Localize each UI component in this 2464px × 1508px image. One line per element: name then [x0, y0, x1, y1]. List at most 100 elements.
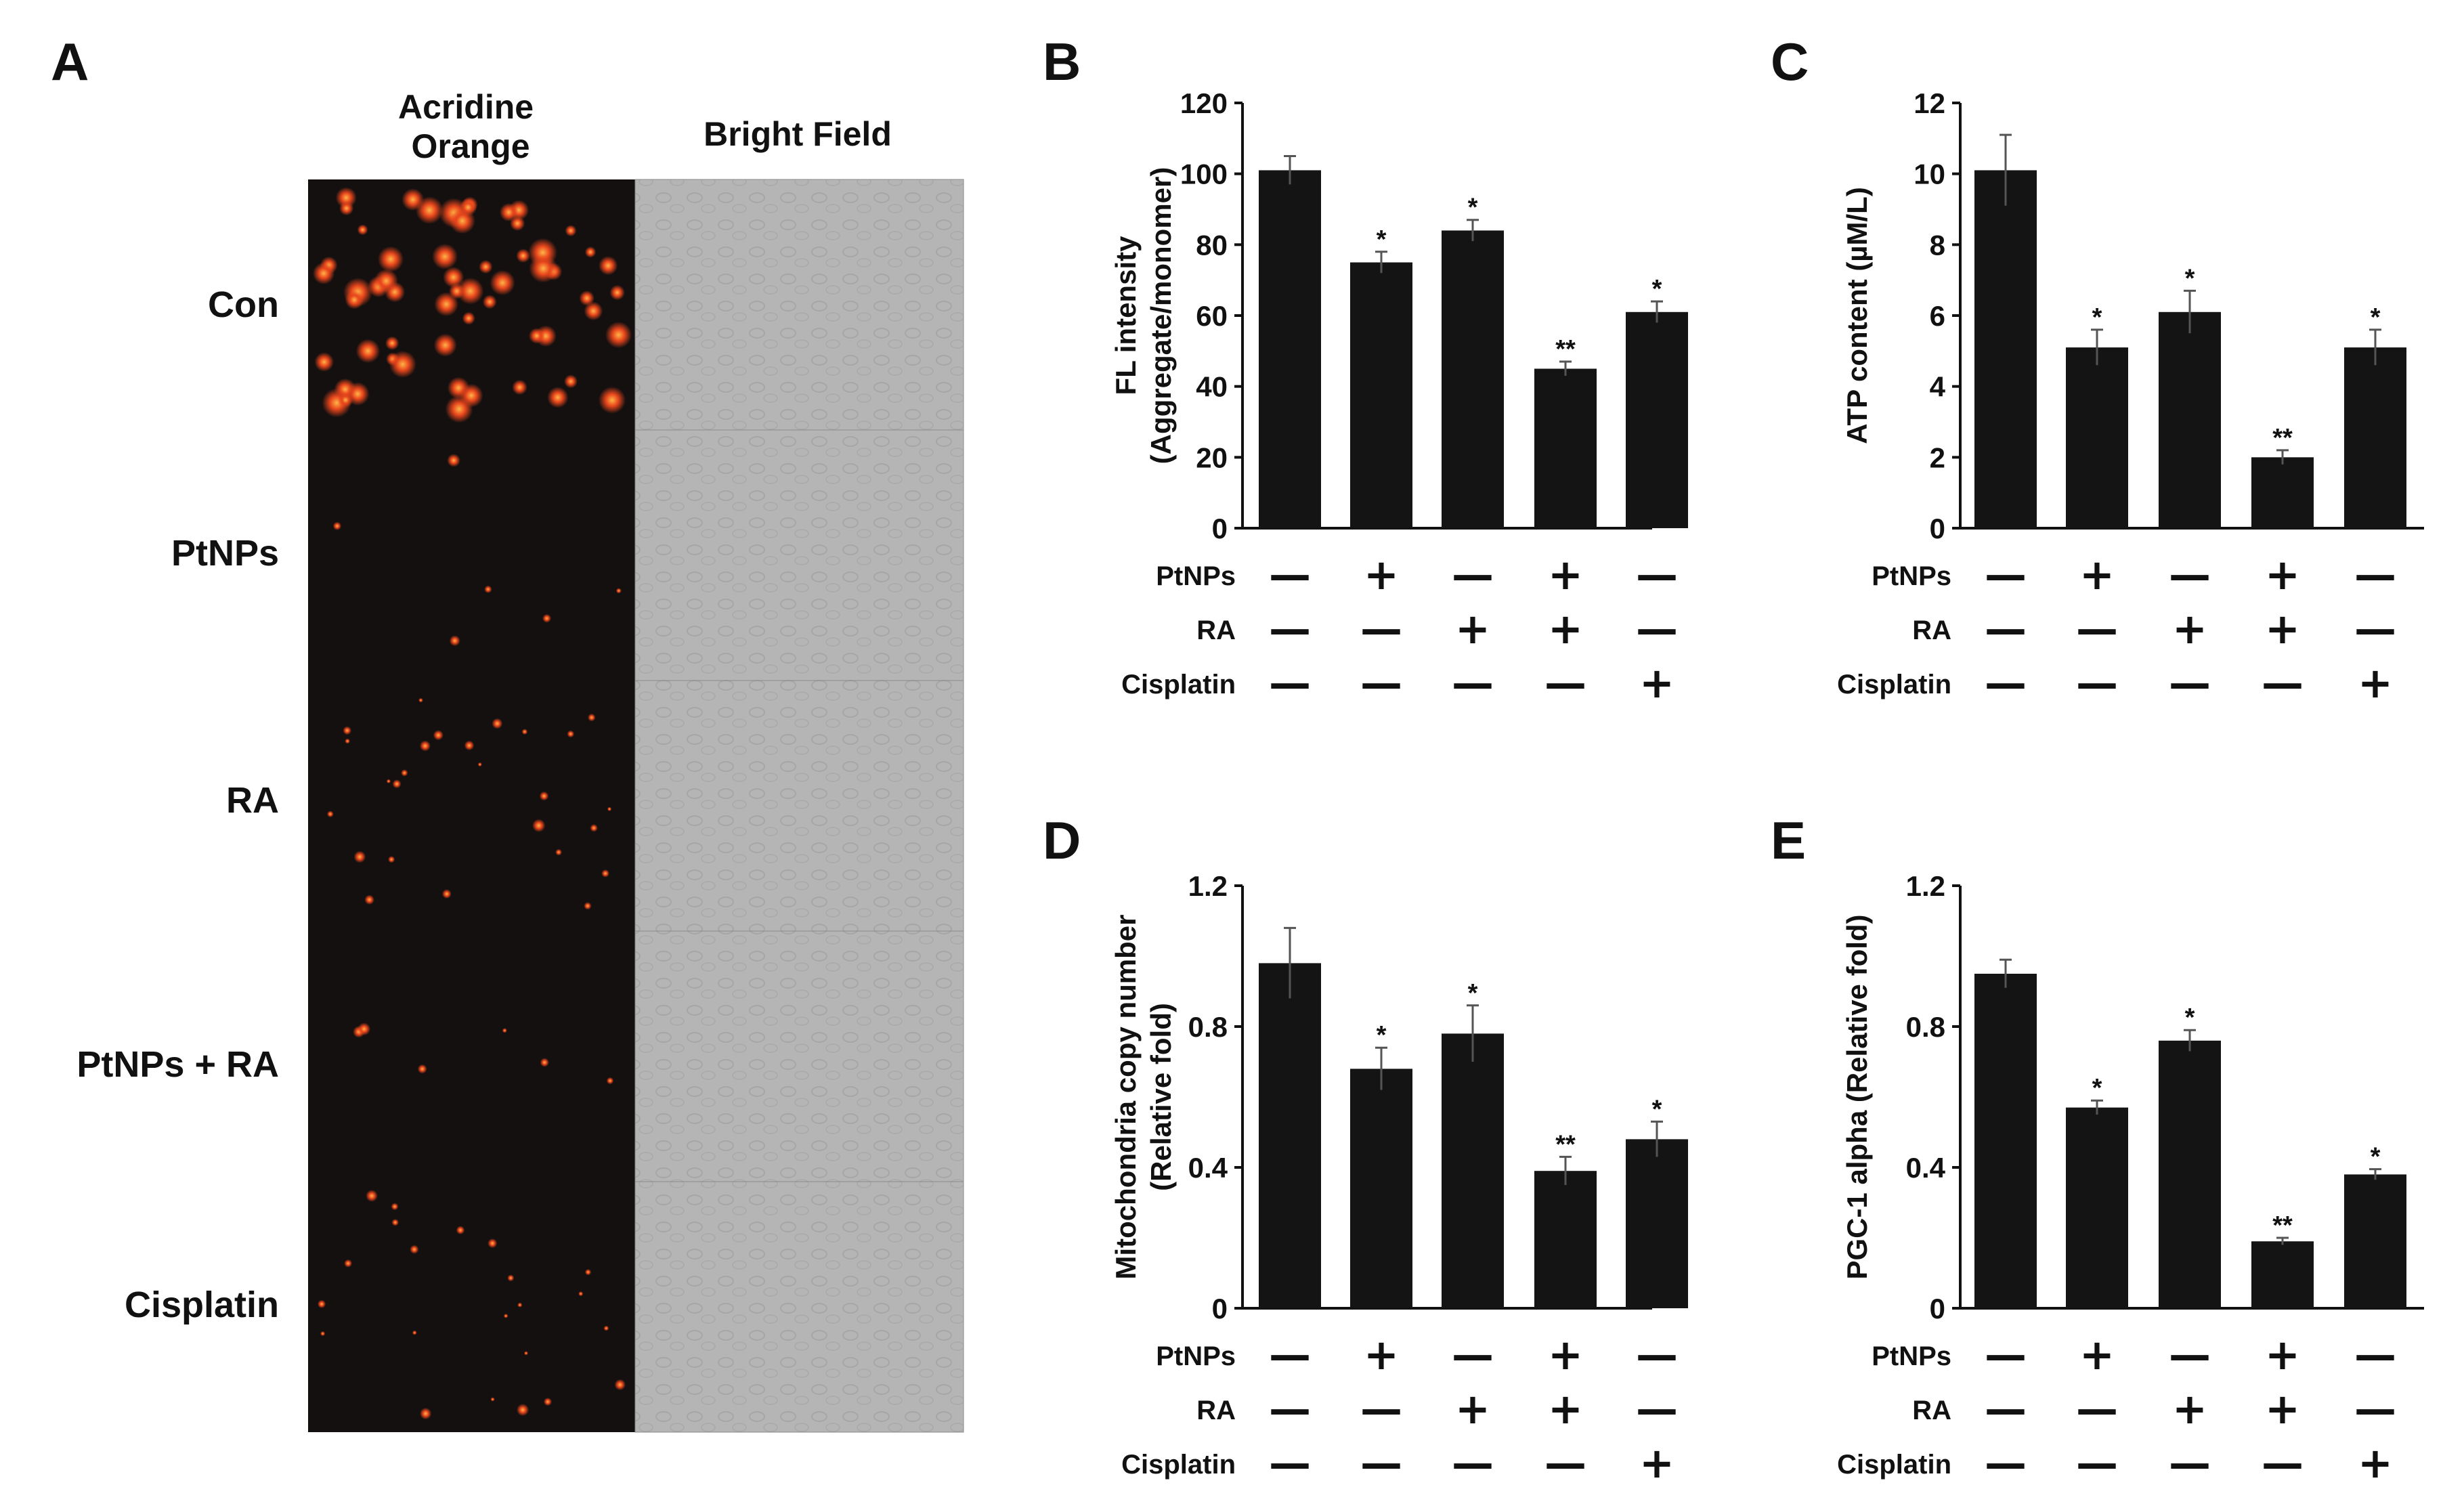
y-tick-label-e: 0.8 [1906, 1011, 1945, 1043]
y-tick-label-e: 1.2 [1906, 870, 1945, 902]
fluorescence-image-cisplatin [308, 1182, 635, 1432]
panel-label-c: C [1771, 32, 1809, 91]
treatment-label-b-cisplatin: Cisplatin [1121, 670, 1236, 699]
bar-e-5 [2344, 1174, 2406, 1308]
column-header-acridine-orange-line2: Orange [411, 127, 529, 165]
treatment-label-b-ra: RA [1196, 616, 1236, 645]
y-axis-label-line-b: (Aggregate/monomer) [1145, 167, 1177, 465]
treatment-symbol-d: — [1452, 1330, 1494, 1379]
treatment-symbol-d: — [1360, 1384, 1402, 1434]
bright-field-image-ptnps [634, 429, 964, 681]
treatment-label-c-cisplatin: Cisplatin [1837, 670, 1951, 699]
bar-b-1 [1259, 170, 1321, 528]
fluorescence-image-ptnps-ra [308, 931, 635, 1182]
significance-c-2: * [2092, 303, 2102, 332]
bar-c-2 [2066, 347, 2128, 528]
chart-b: B 0 20 40 60 80 100 120 FL intensity (Aggregate/m… [1043, 32, 1688, 708]
treatment-symbol-d: — [1544, 1438, 1586, 1488]
bright-field-image-ra [634, 680, 964, 932]
y-tick-label-c: 0 [1930, 513, 1945, 544]
treatment-label-c-ptnps: PtNPs [1872, 561, 1951, 591]
treatment-label-d-ra: RA [1196, 1396, 1236, 1425]
column-header-acridine-orange: Acridine Orange [398, 88, 543, 165]
micrograph-grid [308, 179, 964, 1433]
bar-e-1 [1974, 974, 2037, 1308]
y-tick-label-c: 6 [1930, 300, 1945, 332]
treatment-label-d-cisplatin: Cisplatin [1121, 1450, 1236, 1480]
treatment-symbol-c: — [2354, 604, 2396, 653]
column-header-acridine-orange: Acridine [398, 88, 534, 126]
treatment-symbol-e: — [2076, 1438, 2118, 1488]
significance-e-4: ** [2272, 1211, 2293, 1240]
treatment-symbol-e: — [2354, 1330, 2396, 1379]
treatment-symbol-c: — [2076, 658, 2118, 708]
chart-d: D 0 0.4 0.8 1.2 Mitochondria copy number (Rela… [1043, 811, 1688, 1488]
treatment-symbol-d: + [1639, 1438, 1674, 1488]
y-tick-label-c: 4 [1930, 371, 1946, 403]
y-axis-label-d: Mitochondria copy number (Relative fold) [1110, 914, 1177, 1279]
bar-b-3 [1442, 230, 1504, 528]
treatment-symbol-b: — [1360, 658, 1402, 708]
treatment-symbol-c: — [2169, 658, 2211, 708]
significance-b-5: * [1652, 275, 1662, 303]
treatment-symbol-b: — [1269, 550, 1311, 599]
treatment-symbol-e: + [2265, 1330, 2300, 1379]
significance-e-5: * [2371, 1143, 2381, 1171]
y-tick-label-d: 1.2 [1188, 870, 1228, 902]
y-axis-label-line-c: ATP content (µM/L) [1841, 187, 1873, 444]
y-axis-label-line-d: Mitochondria copy number [1110, 914, 1142, 1279]
treatment-label-e-ptnps: PtNPs [1872, 1341, 1951, 1371]
y-axis-label-b: FL intensity (Aggregate/monomer) [1110, 167, 1177, 465]
panel-label-d: D [1043, 811, 1081, 870]
panel-label-e: E [1771, 811, 1806, 870]
significance-b-4: ** [1555, 335, 1576, 364]
treatment-symbol-e: — [2076, 1384, 2118, 1434]
row-label-ra: RA [226, 780, 279, 821]
treatment-symbol-d: + [1455, 1384, 1490, 1434]
treatment-symbol-b: — [1452, 658, 1494, 708]
treatment-symbol-e: — [1985, 1384, 2027, 1434]
row-label-con: Con [208, 284, 279, 325]
treatment-symbol-c: + [2265, 550, 2300, 599]
significance-d-2: * [1377, 1021, 1387, 1050]
y-tick-label-d: 0 [1212, 1293, 1228, 1324]
significance-e-3: * [2185, 1004, 2195, 1032]
y-axis-label-line-b: FL intensity [1110, 236, 1142, 395]
treatment-symbol-b: + [1548, 550, 1583, 599]
treatment-symbol-d: — [1360, 1438, 1402, 1488]
y-tick-label-b: 120 [1180, 87, 1228, 119]
treatment-symbol-d: — [1636, 1330, 1678, 1379]
significance-d-4: ** [1555, 1130, 1576, 1159]
row-label-ptnps: PtNPs [171, 533, 279, 574]
bar-d-3 [1442, 1033, 1504, 1308]
treatment-symbol-b: — [1360, 604, 1402, 653]
bar-c-5 [2344, 347, 2406, 528]
treatment-symbol-b: + [1639, 658, 1674, 708]
column-header-bright-field: Bright Field [704, 115, 892, 153]
y-tick-label-b: 40 [1196, 371, 1228, 403]
treatment-label-d-ptnps: PtNPs [1156, 1341, 1236, 1371]
treatment-symbol-d: — [1269, 1384, 1311, 1434]
treatment-symbol-b: + [1364, 550, 1399, 599]
y-tick-label-b: 20 [1196, 441, 1228, 473]
treatment-symbol-c: — [2169, 550, 2211, 599]
treatment-symbol-c: — [1985, 604, 2027, 653]
treatment-symbol-d: + [1364, 1330, 1399, 1379]
treatment-symbol-d: + [1548, 1384, 1583, 1434]
treatment-symbol-e: + [2358, 1438, 2393, 1488]
bar-d-4 [1534, 1171, 1597, 1308]
y-tick-label-b: 0 [1212, 513, 1228, 544]
treatment-symbol-d: — [1269, 1330, 1311, 1379]
treatment-symbol-b: + [1455, 604, 1490, 653]
treatment-symbol-e: + [2172, 1384, 2207, 1434]
treatment-symbol-b: — [1544, 658, 1586, 708]
significance-b-2: * [1377, 225, 1387, 254]
bar-e-2 [2066, 1107, 2128, 1308]
bar-b-2 [1350, 262, 1412, 528]
y-tick-label-e: 0 [1930, 1293, 1945, 1324]
bar-d-2 [1350, 1069, 1412, 1308]
y-axis-label-c: ATP content (µM/L) [1841, 187, 1873, 444]
bright-field-image-ptnps-ra [634, 930, 964, 1182]
y-tick-label-b: 100 [1180, 158, 1228, 190]
panel-label-a: A [51, 32, 89, 91]
